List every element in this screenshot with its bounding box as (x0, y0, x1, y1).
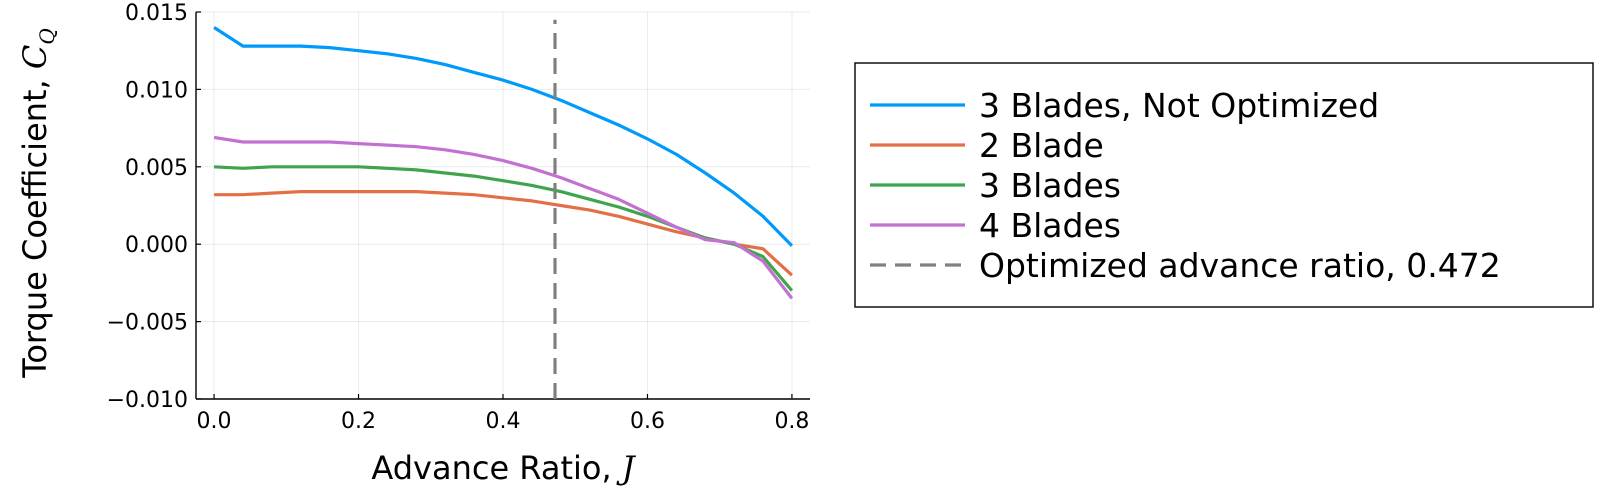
legend-label-4: Optimized advance ratio, 0.472 (979, 246, 1501, 285)
y-tick-label-5: 0.015 (125, 1, 188, 26)
x-tick-label-4: 0.8 (774, 409, 809, 434)
y-tick-label-3: 0.005 (125, 156, 188, 181)
x-tick-label-1: 0.2 (341, 409, 376, 434)
legend-label-2: 3 Blades (979, 166, 1121, 205)
x-tick-label-2: 0.4 (486, 409, 521, 434)
series-line-3 (213, 135, 794, 300)
y-tick-labels: −0.010 −0.005 0.000 0.005 0.010 0.015 (107, 1, 188, 413)
y-tick-label-2: 0.000 (125, 233, 188, 258)
x-tick-label-0: 0.0 (197, 409, 232, 434)
axes (195, 11, 810, 400)
x-tick-labels: 0.0 0.2 0.4 0.6 0.8 (197, 409, 810, 434)
y-axis-title: Torque Coefficient, CQ (16, 28, 59, 379)
legend-label-3: 4 Blades (979, 206, 1121, 245)
y-tick-label-0: −0.010 (107, 388, 188, 413)
legend-label-1: 2 Blade (979, 126, 1104, 165)
series-line-0 (213, 26, 794, 247)
grid-lines (196, 11, 810, 400)
x-tick-label-3: 0.6 (630, 409, 665, 434)
x-axis-title: Advance Ratio, J (371, 449, 636, 487)
series-lines (213, 19, 794, 399)
legend-box (854, 62, 1594, 308)
y-tick-label-4: 0.010 (125, 78, 188, 103)
legend-label-0: 3 Blades, Not Optimized (979, 86, 1379, 125)
y-tick-label-1: −0.005 (107, 311, 188, 336)
